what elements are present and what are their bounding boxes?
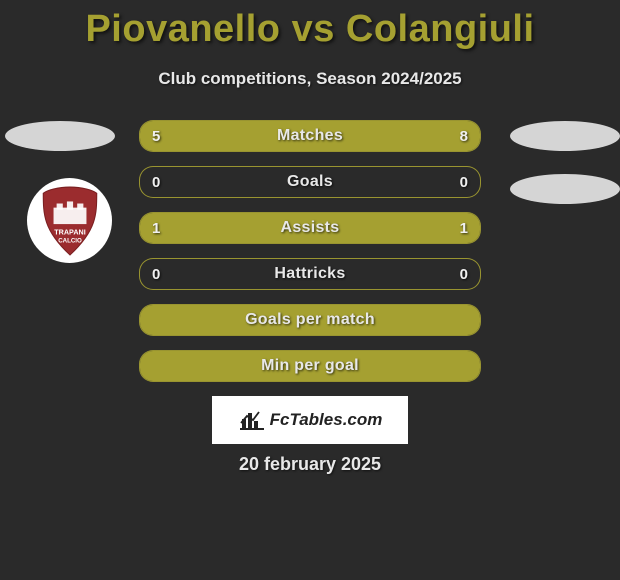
stat-label: Hattricks: [140, 259, 480, 289]
page-subtitle: Club competitions, Season 2024/2025: [0, 69, 620, 89]
badge-text-bottom: CALCIO: [58, 237, 82, 244]
footer-date: 20 february 2025: [0, 454, 620, 475]
player-right-oval: [510, 121, 620, 151]
stat-row: 00Hattricks: [139, 258, 481, 290]
club-right-oval: [510, 174, 620, 204]
page-title: Piovanello vs Colangiuli: [0, 0, 620, 51]
comparison-bars: 58Matches 00Goals 11Assists 00Hattricks Goal…: [139, 120, 481, 396]
stat-label: Goals: [140, 167, 480, 197]
fctables-logo: FcTables.com: [212, 396, 408, 444]
club-left-badge: TRAPANI CALCIO: [27, 178, 112, 263]
stat-row: 11Assists: [139, 212, 481, 244]
stat-label: Matches: [140, 121, 480, 151]
stat-row: Min per goal: [139, 350, 481, 382]
stat-label: Assists: [140, 213, 480, 243]
stat-row: Goals per match: [139, 304, 481, 336]
badge-text-top: TRAPANI: [54, 227, 85, 236]
stat-label: Min per goal: [140, 351, 480, 381]
shield-icon: TRAPANI CALCIO: [39, 185, 101, 257]
stat-row: 58Matches: [139, 120, 481, 152]
player-left-oval: [5, 121, 115, 151]
logo-text: FcTables.com: [270, 410, 383, 430]
bar-chart-icon: [238, 409, 264, 431]
stat-label: Goals per match: [140, 305, 480, 335]
stat-row: 00Goals: [139, 166, 481, 198]
